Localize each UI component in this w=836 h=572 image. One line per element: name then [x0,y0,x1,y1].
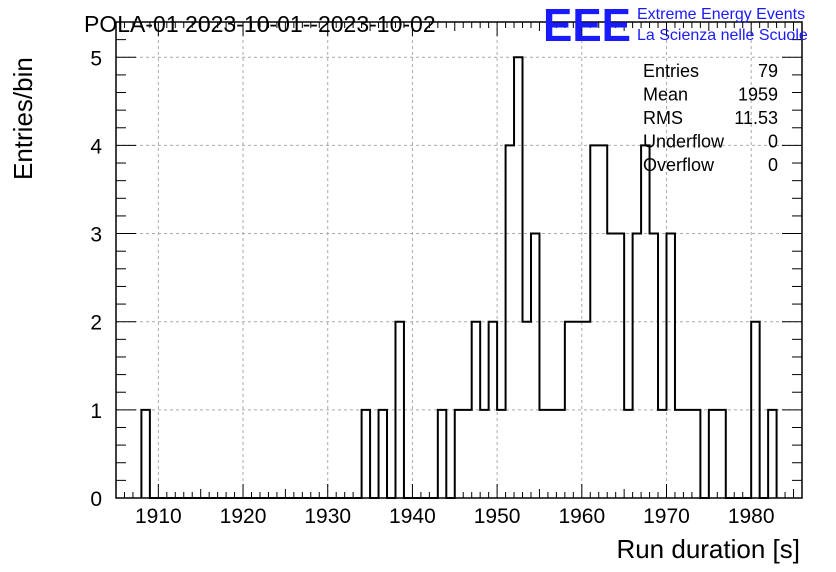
stats-label: Overflow [643,155,715,175]
axis-ticks [115,21,803,499]
logo-line-1: Extreme Energy Events [637,6,805,23]
stats-label: Mean [643,85,688,105]
y-axis-title: Entries/bin [8,57,38,180]
x-tick-label: 1910 [135,505,182,528]
x-axis-title: Run duration [s] [616,534,800,564]
x-tick-label: 1950 [474,505,521,528]
logo-line-2: La Scienza nelle Scuole [637,27,808,44]
stats-box: Entries 79 Mean 1959 RMS 11.53 Underflow 0 Overf… [643,61,778,175]
x-tick-label: 1920 [220,505,267,528]
y-tick-label: 2 [90,312,102,335]
y-tick-label: 5 [90,47,102,70]
y-tick-label: 3 [90,224,102,247]
chart-title: POLA-01 2023-10-01--2023-10-02 [84,11,436,37]
y-tick-label: 1 [90,400,102,423]
grid-lines [116,22,802,498]
stats-value: 1959 [738,85,778,105]
y-tick-label: 0 [90,488,102,511]
y-tick-label: 4 [90,135,102,158]
x-tick-label: 1970 [643,505,690,528]
x-tick-label: 1980 [728,505,775,528]
x-tick-labels: 1910 1920 1930 1940 1950 1960 1970 1980 [135,505,775,528]
stats-value: 79 [758,61,778,81]
logo-mark: EEE [543,0,631,51]
stats-value: 0 [768,132,778,152]
stats-value: 0 [768,155,778,175]
eee-logo: EEE Extreme Energy Events La Scienza nel… [543,0,808,51]
x-tick-label: 1940 [389,505,436,528]
stats-label: RMS [643,108,683,128]
x-tick-label: 1930 [304,505,351,528]
stats-value: 11.53 [734,108,778,128]
y-tick-labels: 0 1 2 3 4 5 [90,47,102,511]
x-tick-label: 1960 [558,505,605,528]
stats-label: Underflow [643,132,725,152]
plot-frame [115,21,803,499]
stats-label: Entries [643,61,699,81]
